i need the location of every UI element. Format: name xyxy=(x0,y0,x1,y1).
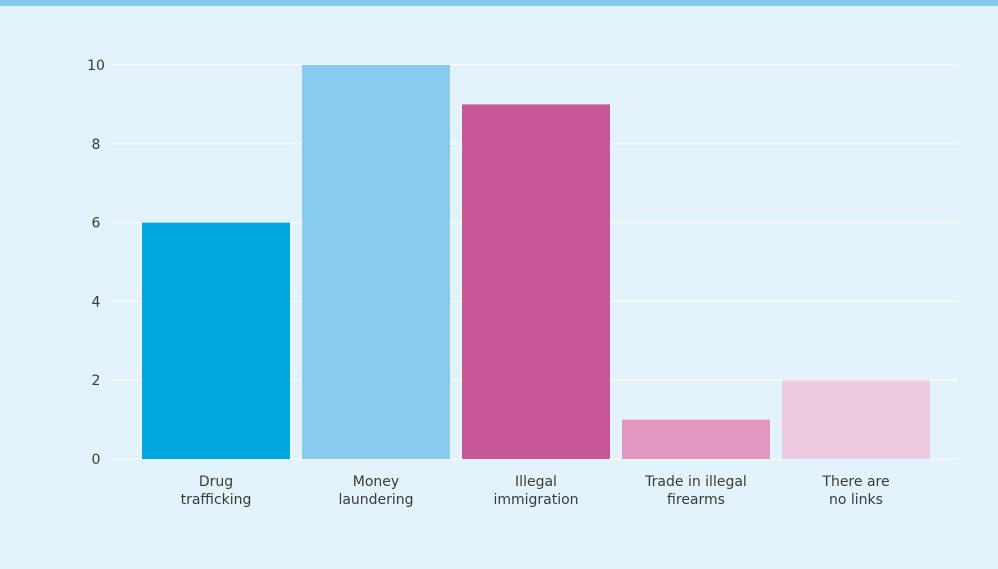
y-axis-ticks: 0 2 4 6 8 10 xyxy=(87,58,105,468)
top-accent-bar xyxy=(0,0,998,6)
x-axis-labels: Drug trafficking Money laundering Illegal imm… xyxy=(181,474,890,508)
x-tick-label: Illegal xyxy=(515,474,557,490)
bars xyxy=(142,65,930,460)
y-tick-label: 10 xyxy=(87,58,105,74)
bar-2 xyxy=(462,104,610,460)
x-tick-label: no links xyxy=(829,492,883,508)
x-tick-label: There are xyxy=(821,474,889,490)
x-tick-label: Money xyxy=(353,474,399,490)
y-tick-label: 2 xyxy=(92,373,101,389)
chart-panel: 0 2 4 6 8 10 Drug trafficking Money laundering Il… xyxy=(0,6,998,565)
bar-3 xyxy=(622,419,770,459)
y-tick-label: 8 xyxy=(92,137,101,153)
x-tick-label: Drug xyxy=(199,474,233,490)
bar-chart: 0 2 4 6 8 10 Drug trafficking Money laundering Il… xyxy=(87,58,958,508)
x-tick-label: firearms xyxy=(667,492,725,508)
x-tick-label: immigration xyxy=(493,492,578,508)
bar-1 xyxy=(302,65,450,459)
bar-0 xyxy=(142,222,290,459)
bar-4 xyxy=(782,380,930,459)
y-tick-label: 6 xyxy=(92,216,101,232)
x-tick-label: trafficking xyxy=(181,492,252,508)
x-tick-label: Trade in illegal xyxy=(644,474,747,490)
x-tick-label: laundering xyxy=(338,492,413,508)
y-tick-label: 4 xyxy=(92,294,101,310)
y-tick-label: 0 xyxy=(92,452,101,468)
